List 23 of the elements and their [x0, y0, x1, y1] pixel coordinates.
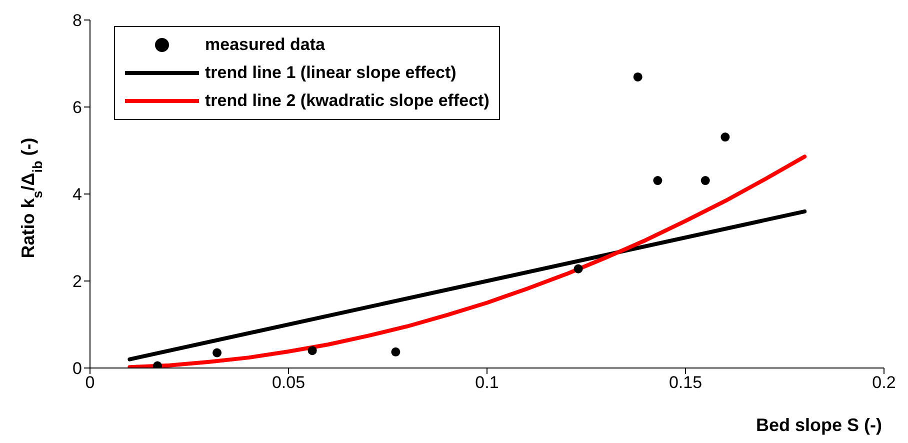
x-tick-label: 0.2 — [872, 373, 896, 392]
x-tick-label: 0.1 — [475, 373, 499, 392]
y-tick-label: 2 — [72, 272, 82, 292]
y-tick-label: 0 — [72, 359, 82, 378]
point — [720, 132, 730, 142]
x-tick-label: 0 — [85, 373, 95, 392]
line-series — [128, 154, 807, 368]
legend-label: measured data — [205, 35, 325, 55]
point — [308, 346, 317, 356]
point — [574, 264, 583, 274]
point — [633, 72, 642, 82]
x-axis-title: Bed slope S (-) — [756, 415, 882, 436]
point — [653, 176, 662, 186]
y-tick-label: 4 — [72, 185, 82, 204]
legend-label: trend line 1 (linear slope effect) — [205, 63, 456, 83]
point — [212, 348, 222, 358]
x-tick-label: 0.05 — [272, 373, 306, 392]
y-tick-label: 8 — [72, 11, 82, 30]
x-tick-label: 0.15 — [668, 373, 702, 392]
y-tick-label: 6 — [72, 98, 82, 118]
point — [700, 176, 710, 186]
point — [391, 347, 400, 356]
legend-label: trend line 2 (kwadratic slope effect) — [205, 91, 490, 111]
